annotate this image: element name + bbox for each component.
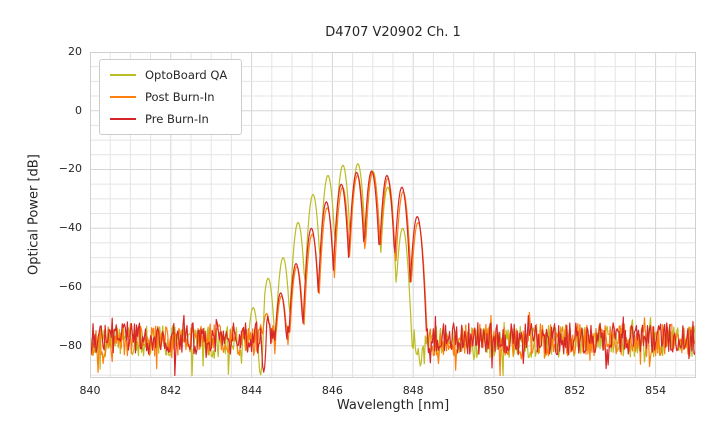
x-tick-label: 842 bbox=[160, 384, 182, 397]
legend-label-optoboard-qa: OptoBoard QA bbox=[145, 68, 228, 82]
legend-swatch-optoboard-qa bbox=[110, 74, 136, 76]
legend-item-post-burn-in: Post Burn-In bbox=[110, 90, 227, 104]
y-tick-label: 0 bbox=[75, 103, 82, 117]
plot-border bbox=[90, 52, 696, 378]
x-tick-label: 848 bbox=[402, 384, 424, 397]
chart-title: D4707 V20902 Ch. 1 bbox=[325, 25, 461, 40]
series-layer bbox=[89, 163, 697, 377]
x-tick-label: 840 bbox=[79, 384, 101, 397]
x-tick-label: 846 bbox=[321, 384, 343, 397]
legend-swatch-post-burn-in bbox=[110, 96, 136, 98]
x-tick-label: 844 bbox=[241, 384, 263, 397]
legend-item-pre-burn-in: Pre Burn-In bbox=[110, 112, 227, 126]
x-tick-label: 850 bbox=[483, 384, 505, 397]
y-tick-label: −60 bbox=[58, 279, 82, 293]
plot-area: OptoBoard QA Post Burn-In Pre Burn-In bbox=[89, 51, 697, 378]
series-line-pre-burn-in bbox=[89, 170, 697, 377]
y-tick-label: 20 bbox=[68, 45, 82, 58]
series-line-post-burn-in bbox=[89, 171, 697, 377]
legend-label-pre-burn-in: Pre Burn-In bbox=[145, 112, 209, 126]
y-tick-label: −40 bbox=[58, 221, 82, 235]
y-tick-label: −80 bbox=[58, 338, 82, 352]
legend-label-post-burn-in: Post Burn-In bbox=[145, 90, 215, 104]
x-tick-label: 854 bbox=[645, 384, 667, 397]
y-tick-label: −20 bbox=[58, 162, 82, 176]
legend: OptoBoard QA Post Burn-In Pre Burn-In bbox=[99, 59, 243, 135]
x-tick-label: 852 bbox=[564, 384, 586, 397]
y-axis-label: Optical Power [dB] bbox=[26, 154, 42, 276]
legend-item-optoboard-qa: OptoBoard QA bbox=[110, 68, 227, 82]
x-axis-label: Wavelength [nm] bbox=[336, 398, 450, 413]
legend-swatch-pre-burn-in bbox=[110, 118, 136, 120]
